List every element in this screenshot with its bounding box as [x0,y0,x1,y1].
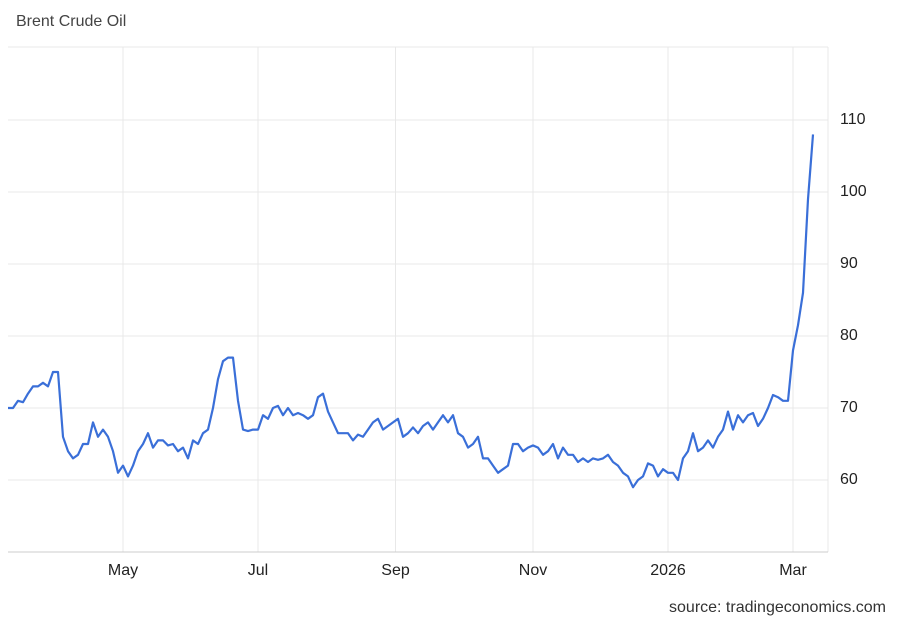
y-tick-label: 60 [840,471,858,488]
x-tick-label: Sep [381,562,410,579]
x-tick-label: Jul [248,562,268,579]
y-tick-label: 80 [840,327,858,344]
chart-title: Brent Crude Oil [16,13,126,30]
y-tick-label: 110 [840,111,866,128]
x-tick-label: May [108,562,138,579]
y-tick-label: 90 [840,255,858,272]
x-tick-label: Mar [779,562,807,579]
y-tick-label: 70 [840,399,858,416]
y-tick-label: 100 [840,183,867,200]
price-line [8,134,815,489]
x-tick-label: 2026 [650,562,686,579]
x-tick-label: Nov [519,562,547,579]
source: source: tradingeconomics.com [669,599,886,616]
